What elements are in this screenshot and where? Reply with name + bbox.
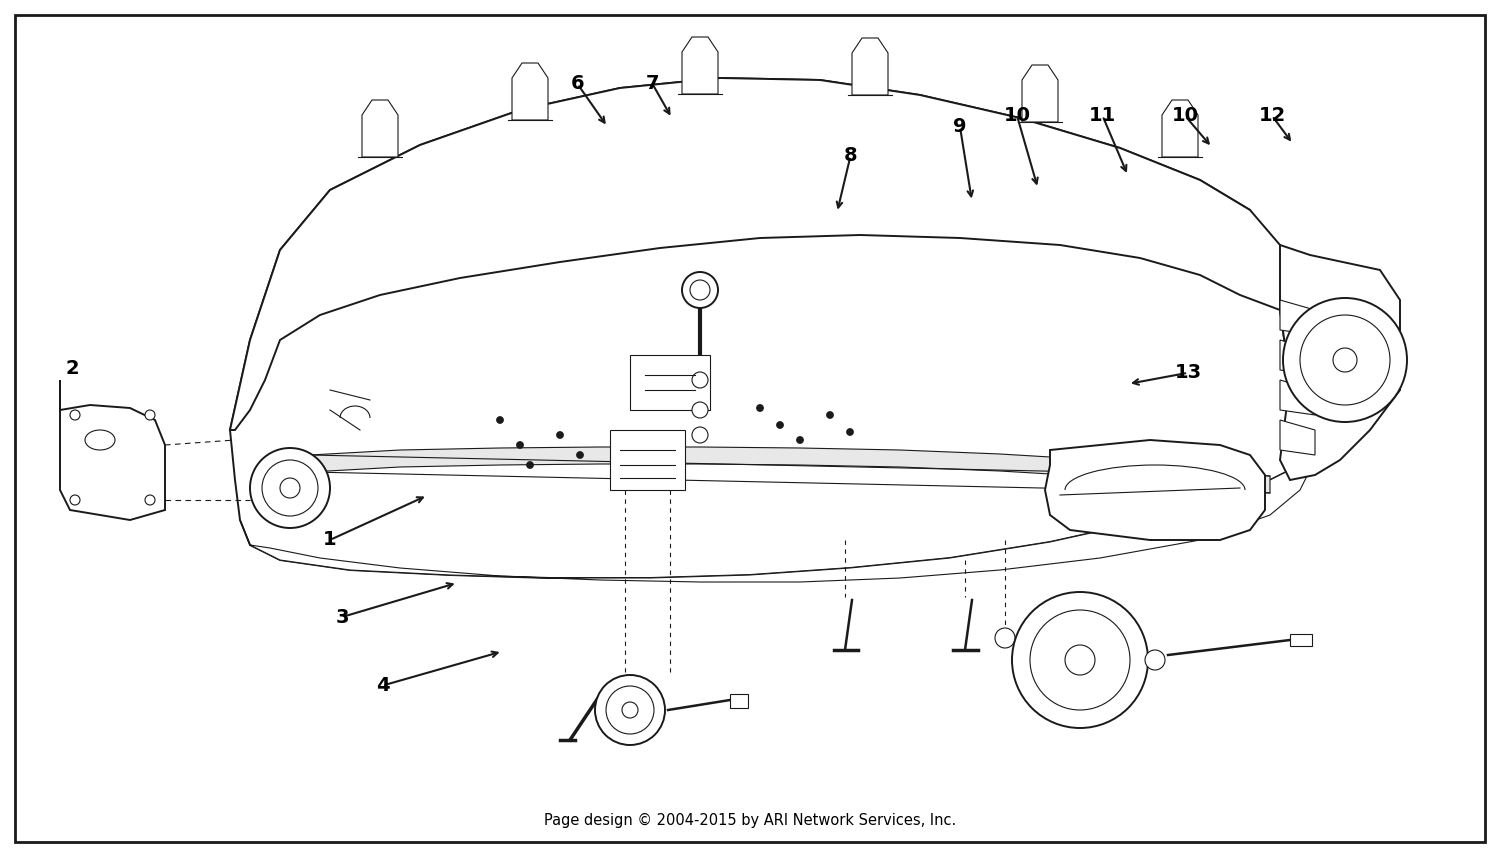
Polygon shape <box>1280 245 1400 480</box>
Circle shape <box>496 417 504 423</box>
Polygon shape <box>60 380 165 520</box>
Polygon shape <box>852 38 888 95</box>
Circle shape <box>70 410 80 420</box>
Circle shape <box>1065 645 1095 675</box>
Polygon shape <box>230 78 1290 430</box>
Circle shape <box>596 675 664 745</box>
Circle shape <box>1144 650 1166 670</box>
Text: 6: 6 <box>570 75 585 93</box>
Polygon shape <box>240 410 1320 582</box>
Circle shape <box>516 441 524 448</box>
Circle shape <box>1030 610 1130 710</box>
Polygon shape <box>1022 65 1058 122</box>
Polygon shape <box>1280 380 1316 415</box>
Circle shape <box>556 432 564 439</box>
Text: 2: 2 <box>64 359 80 378</box>
Text: 1: 1 <box>322 530 338 549</box>
Circle shape <box>692 372 708 388</box>
Circle shape <box>251 448 330 528</box>
Polygon shape <box>1162 100 1198 157</box>
FancyBboxPatch shape <box>630 355 710 410</box>
Polygon shape <box>1280 340 1316 375</box>
Polygon shape <box>310 447 1270 493</box>
Circle shape <box>1013 592 1148 728</box>
Circle shape <box>606 686 654 734</box>
Ellipse shape <box>86 430 116 450</box>
Circle shape <box>692 402 708 418</box>
Text: 10: 10 <box>1004 106 1031 125</box>
Text: 4: 4 <box>375 676 390 695</box>
Text: 11: 11 <box>1089 106 1116 125</box>
Circle shape <box>756 405 764 411</box>
Bar <box>730 694 748 708</box>
Polygon shape <box>682 37 718 94</box>
Text: 9: 9 <box>954 117 966 136</box>
Polygon shape <box>1280 420 1316 455</box>
Circle shape <box>1282 298 1407 422</box>
Bar <box>1290 634 1312 646</box>
Circle shape <box>1300 315 1390 405</box>
FancyBboxPatch shape <box>610 430 686 490</box>
Text: 12: 12 <box>1258 106 1286 125</box>
Text: 10: 10 <box>1172 106 1198 125</box>
Text: Page design © 2004-2015 by ARI Network Services, Inc.: Page design © 2004-2015 by ARI Network S… <box>544 812 956 828</box>
Polygon shape <box>230 78 1316 578</box>
Circle shape <box>846 428 853 435</box>
Circle shape <box>576 452 584 458</box>
Circle shape <box>146 410 154 420</box>
Text: 7: 7 <box>645 75 660 93</box>
Polygon shape <box>1280 300 1316 335</box>
Circle shape <box>796 436 804 444</box>
Circle shape <box>692 427 708 443</box>
Circle shape <box>777 422 783 428</box>
Circle shape <box>280 478 300 498</box>
Circle shape <box>70 495 80 505</box>
Polygon shape <box>362 100 398 157</box>
Text: 8: 8 <box>843 147 858 165</box>
Circle shape <box>994 628 1016 648</box>
Polygon shape <box>1046 440 1264 540</box>
Circle shape <box>146 495 154 505</box>
Polygon shape <box>512 63 548 120</box>
Circle shape <box>1334 348 1358 372</box>
Text: 13: 13 <box>1174 363 1202 382</box>
Circle shape <box>526 462 534 469</box>
Circle shape <box>682 272 718 308</box>
Circle shape <box>262 460 318 516</box>
Text: 3: 3 <box>336 608 348 626</box>
Circle shape <box>622 702 638 718</box>
Circle shape <box>690 280 709 300</box>
Text: ARI: ARI <box>496 322 1004 578</box>
Circle shape <box>827 411 834 418</box>
